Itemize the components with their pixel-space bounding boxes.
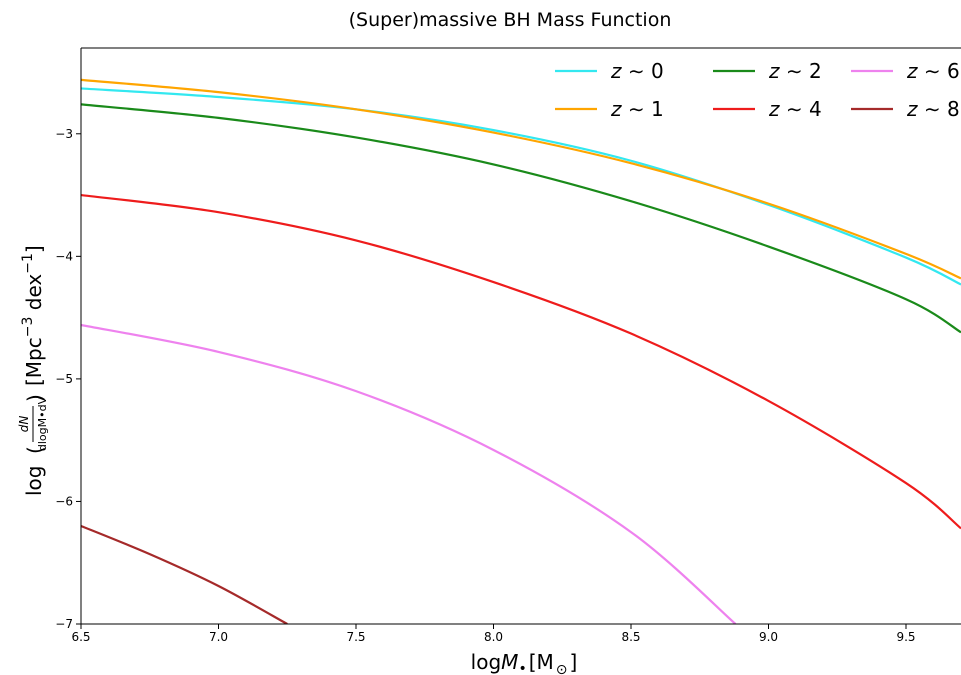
legend: z ∼ 0 z ∼ 1 z ∼ 2 z ∼ 4 z ∼ 6 z ∼ 8 bbox=[555, 59, 960, 121]
x-tick-label: 6.5 bbox=[71, 630, 90, 644]
x-axis-ticks: 6.5 7.0 7.5 8.0 8.5 9.0 9.5 bbox=[71, 624, 916, 644]
svg-text:log: log bbox=[22, 466, 46, 497]
legend-label-4: z ∼ 6 bbox=[906, 59, 960, 83]
series-line-3 bbox=[81, 193, 961, 530]
series-line-5 bbox=[81, 524, 288, 624]
chart-title: (Super)massive BH Mass Function bbox=[349, 9, 672, 31]
series-line-4 bbox=[81, 323, 737, 624]
series-line-2 bbox=[81, 103, 961, 334]
svg-text:dlogM•dV: dlogM•dV bbox=[36, 396, 49, 451]
y-tick-label: −4 bbox=[55, 249, 73, 263]
svg-text:(: ( bbox=[23, 446, 47, 454]
legend-label-3: z ∼ 4 bbox=[768, 97, 822, 121]
y-axis-label: log ( dN dlogM•dV ) [Mpc−3 dex−1] bbox=[17, 245, 49, 496]
series-layer bbox=[81, 78, 961, 624]
x-tick-label: 7.0 bbox=[209, 630, 228, 644]
legend-label-0: z ∼ 0 bbox=[610, 59, 664, 83]
x-tick-label: 9.5 bbox=[896, 630, 915, 644]
svg-text:[Mpc−3 dex−1]: [Mpc−3 dex−1] bbox=[20, 245, 46, 386]
legend-label-2: z ∼ 2 bbox=[768, 59, 822, 83]
svg-text:dN: dN bbox=[17, 416, 31, 433]
y-axis-ticks: −3 −4 −5 −6 −7 bbox=[55, 127, 81, 631]
y-tick-label: −6 bbox=[55, 494, 73, 508]
x-tick-label: 8.5 bbox=[621, 630, 640, 644]
y-tick-label: −5 bbox=[55, 372, 73, 386]
x-axis-label: logM• [M ⊙] bbox=[471, 650, 578, 675]
y-tick-label: −3 bbox=[55, 127, 73, 141]
y-tick-label: −7 bbox=[55, 617, 73, 631]
svg-text:): ) bbox=[23, 394, 47, 402]
legend-label-5: z ∼ 8 bbox=[906, 97, 960, 121]
series-line-0 bbox=[81, 87, 961, 286]
x-tick-label: 9.0 bbox=[759, 630, 778, 644]
x-tick-label: 7.5 bbox=[346, 630, 365, 644]
series-line-1 bbox=[81, 78, 961, 280]
x-tick-label: 8.0 bbox=[484, 630, 503, 644]
legend-label-1: z ∼ 1 bbox=[610, 97, 664, 121]
